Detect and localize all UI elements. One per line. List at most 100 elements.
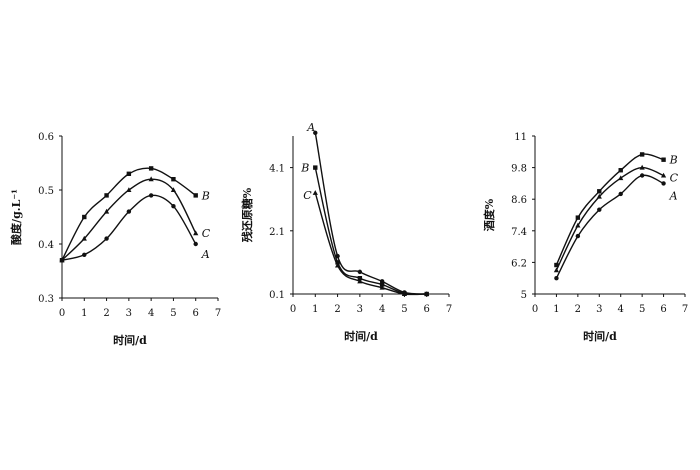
x-tick-label: 0 [532,304,538,315]
y-tick-label: 0.5 [38,186,54,197]
series-label-A: A [201,248,210,261]
chart-panel-2: 0 1 2 3 4 5 6 7 0.1 2.1 4.1 时间/d 残还原糖% A B C [240,121,452,343]
data-point [597,189,602,194]
data-point [171,204,176,209]
y-tick-label: 11 [514,132,527,143]
series-label-C: C [202,227,211,240]
data-point [618,168,623,173]
data-point [193,193,198,198]
data-point [379,284,385,290]
data-point [312,190,318,195]
data-point [313,130,318,136]
x-axis-label: 时间/d [344,329,378,343]
data-point [335,260,340,265]
x-tick-label: 4 [618,304,624,315]
y-tick-label: 0.1 [269,290,285,301]
x-tick-label: 3 [357,304,363,315]
y-tick-label: 7.4 [511,227,527,238]
data-point [171,177,176,182]
y-tick-label: 9.8 [511,164,527,175]
data-point [126,209,132,214]
y-axis-label: 酸度/g.L⁻¹ [9,189,23,245]
data-point [596,193,602,199]
x-tick-label: 5 [639,304,645,315]
x-tick-label: 2 [103,308,109,319]
data-point [148,176,154,182]
chart-panel-1: 0 1 2 3 4 5 6 7 0.3 0.4 0.5 0.6 时间/d 酸度/g.L⁻¹ A B C [9,132,221,347]
y-tick-label: 6.2 [511,258,527,269]
data-point [553,267,560,273]
data-point [660,172,667,178]
x-tick-label: 0 [290,304,296,315]
data-point [575,233,581,239]
data-point [618,175,624,181]
x-tick-label: 1 [312,304,318,315]
data-point [193,241,198,247]
x-tick-label: 7 [446,304,452,315]
data-point [193,230,199,236]
data-point [104,236,109,241]
data-point [661,157,666,162]
data-point [104,193,109,198]
data-point [618,191,623,197]
data-point [313,165,318,170]
y-tick-label: 0.6 [38,132,54,143]
data-point [148,193,154,198]
series-label-C: C [303,189,312,202]
y-tick-label: 5 [521,290,527,301]
data-point [357,278,363,284]
series-line-B [61,167,197,261]
data-point [661,181,666,186]
x-tick-label: 3 [126,308,132,319]
x-tick-label: 7 [682,304,688,315]
series-line-A [314,132,427,295]
data-point [401,291,408,296]
x-tick-label: 7 [215,308,221,319]
y-tick-label: 8.6 [511,195,527,206]
data-point [575,215,581,220]
x-axis-label: 时间/d [113,333,147,347]
data-point [357,269,363,275]
data-point [82,214,87,220]
data-point [103,208,110,214]
y-axis-label: 残还原糖% [240,187,254,242]
y-tick-label: 2.1 [269,227,285,238]
data-point [379,282,385,287]
x-tick-label: 2 [334,304,340,315]
x-tick-label: 6 [193,308,199,319]
data-point [554,276,559,281]
x-tick-label: 6 [660,304,666,315]
y-tick-label: 0.4 [38,240,54,251]
data-point [334,262,341,268]
x-axis-label: 时间/d [583,329,617,343]
series-label-B: B [300,162,309,175]
x-tick-label: 2 [575,304,581,315]
series-line-B [555,153,664,266]
series-label-A: A [306,121,315,134]
data-point [597,207,602,212]
data-point [82,252,87,257]
x-tick-label: 5 [170,308,176,319]
data-point [554,262,559,268]
y-tick-label: 0.3 [38,294,54,305]
x-tick-label: 1 [81,308,87,319]
x-tick-label: 1 [553,304,559,315]
series-line-C [555,166,664,271]
data-point [170,187,177,192]
data-point [639,152,645,157]
y-axis-label: 酒度% [482,198,496,231]
chart-panel-3: 0 1 2 3 4 5 6 7 5 6.2 7.4 8.6 9.8 11 时间/d 酒度% A BC [482,132,688,343]
data-point [59,257,65,263]
data-point [126,187,132,192]
data-point [575,222,581,228]
data-point [126,171,132,176]
series-label-B: B [201,189,210,202]
data-point [81,235,87,241]
series-label-A: A [669,189,678,202]
data-point [639,164,645,170]
data-point [424,291,430,296]
x-tick-label: 4 [379,304,385,315]
x-tick-label: 6 [424,304,430,315]
series-line-A [61,194,197,261]
